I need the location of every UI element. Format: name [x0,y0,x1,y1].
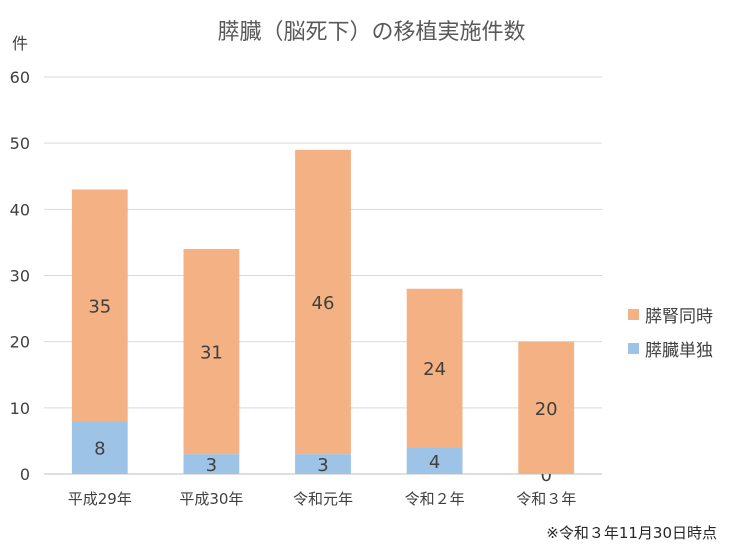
bar-kidney-pancreas [295,149,351,455]
data-label: 24 [423,359,446,380]
legend-label-kidney-pancreas: 膵腎同時 [645,307,713,327]
bar-kidney-pancreas [183,249,240,455]
y-tick-label: 20 [10,333,30,352]
bar-kidney-pancreas [518,341,575,474]
bar-kidney-pancreas [71,189,128,422]
data-label: 46 [312,293,335,314]
x-tick-label: 令和元年 [293,490,353,508]
y-tick-label: 60 [10,68,30,87]
y-axis-unit-label: 件 [12,34,29,53]
data-label: 4 [429,452,440,473]
legend-swatch-pancreas-only [628,343,639,354]
data-label: 0 [540,465,551,486]
data-label: 20 [535,399,558,420]
bar-pancreas-only [183,454,240,474]
footnote: ※令和３年11月30日時点 [546,524,717,542]
y-tick-label: 0 [20,465,30,484]
bar-pancreas-only [295,454,351,474]
bar-kidney-pancreas [406,288,463,448]
legend-item-pancreas-only: 膵臓単独 [628,336,713,361]
x-tick-label: 令和２年 [405,490,465,508]
data-label: 8 [94,439,105,460]
x-tick-label: 平成29年 [68,490,132,508]
legend-swatch-kidney-pancreas [628,309,639,320]
x-tick-label: 平成30年 [179,490,243,508]
bar-pancreas-only [71,421,128,474]
data-label: 3 [317,455,328,476]
y-tick-label: 30 [10,267,30,286]
y-tick-label: 10 [10,399,30,418]
data-label: 3 [206,455,217,476]
x-tick-label: 令和３年 [516,490,576,508]
y-tick-label: 40 [10,200,30,219]
data-label: 35 [88,296,111,317]
legend-item-kidney-pancreas: 膵腎同時 [628,302,713,327]
data-label: 31 [200,343,223,364]
y-tick-label: 50 [10,134,30,153]
legend-label-pancreas-only: 膵臓単独 [645,341,713,361]
bar-pancreas-only [406,447,463,474]
chart-title: 膵臓（脳死下）の移植実施件数 [217,20,526,45]
